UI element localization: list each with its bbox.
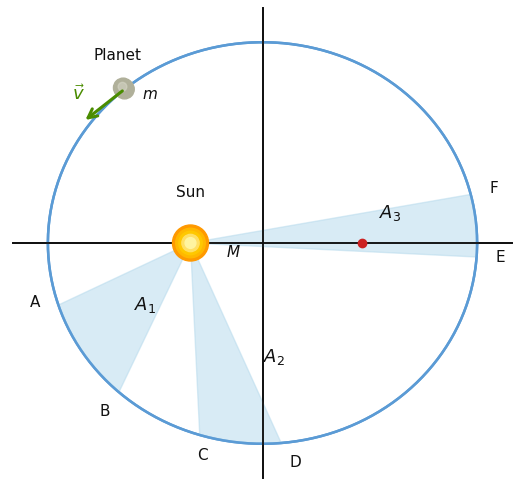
Text: Planet: Planet: [93, 48, 142, 63]
Text: C: C: [197, 448, 208, 463]
Text: F: F: [490, 181, 499, 196]
Circle shape: [185, 238, 196, 248]
Circle shape: [173, 225, 208, 261]
Circle shape: [182, 234, 199, 252]
Circle shape: [179, 231, 202, 255]
Text: $A_3$: $A_3$: [379, 203, 401, 223]
Text: Sun: Sun: [176, 185, 205, 200]
Text: A: A: [30, 295, 40, 310]
Polygon shape: [58, 243, 191, 392]
Text: B: B: [100, 404, 110, 419]
Circle shape: [118, 82, 127, 91]
Text: E: E: [495, 249, 505, 264]
Polygon shape: [191, 194, 477, 257]
Text: M: M: [226, 245, 239, 260]
Circle shape: [113, 78, 133, 98]
Text: m: m: [143, 87, 158, 102]
Text: $A_2$: $A_2$: [262, 347, 285, 366]
Circle shape: [115, 80, 134, 99]
Circle shape: [176, 228, 205, 258]
Text: $\vec{v}$: $\vec{v}$: [72, 85, 86, 104]
Text: D: D: [289, 455, 301, 470]
Circle shape: [117, 82, 130, 94]
Polygon shape: [191, 243, 281, 444]
Text: $A_1$: $A_1$: [134, 295, 156, 315]
